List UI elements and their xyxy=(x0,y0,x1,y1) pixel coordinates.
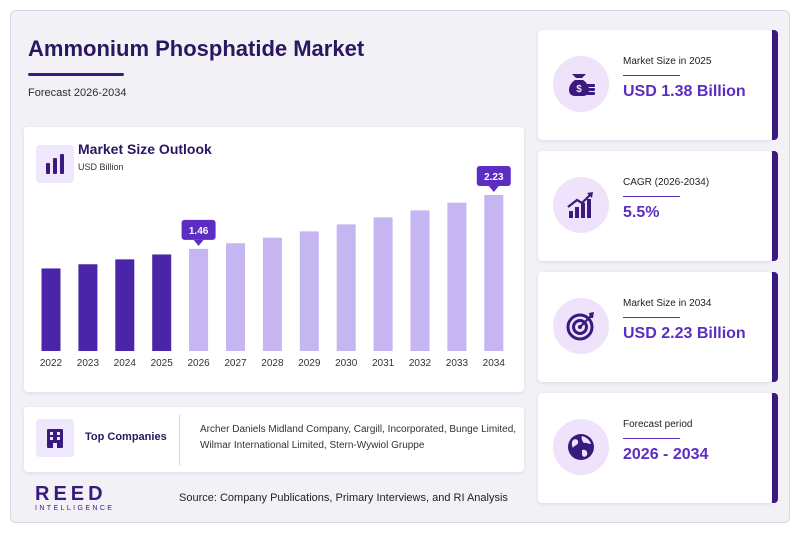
chart-title: Market Size Outlook xyxy=(78,141,212,157)
market-size-chart-card: Market Size Outlook USD Billion 2022 2023… xyxy=(24,127,524,392)
x-tick-label-2033: 2033 xyxy=(446,358,469,369)
x-tick-label-2032: 2032 xyxy=(409,358,432,369)
x-tick-label-2025: 2025 xyxy=(151,358,174,369)
x-tick-label-2027: 2027 xyxy=(224,358,247,369)
bar-2023 xyxy=(78,264,98,351)
card-accent-edge xyxy=(772,151,778,261)
top-companies-card: Top Companies Archer Daniels Midland Com… xyxy=(24,407,524,472)
stat-label: Forecast period xyxy=(623,419,693,430)
value-label: 1.46 xyxy=(189,226,209,237)
stat-rule xyxy=(623,75,680,76)
growth-chart-icon xyxy=(553,177,609,233)
stat-rule xyxy=(623,438,680,439)
bar-2027 xyxy=(226,243,245,351)
stat-value: USD 1.38 Billion xyxy=(623,83,746,100)
bar-chart: 2022 2023 2024 2025 2026 2027 2028 2029 2030 2031… xyxy=(40,166,511,369)
bar-2033 xyxy=(447,202,467,351)
card-accent-edge xyxy=(772,272,778,382)
stat-label: Market Size in 2034 xyxy=(623,298,712,309)
bar-2028 xyxy=(262,237,282,351)
x-tick-label-2022: 2022 xyxy=(40,358,63,369)
globe-icon xyxy=(553,419,609,475)
top-companies-list: Archer Daniels Midland Company, Cargill,… xyxy=(200,424,517,451)
bar-2022 xyxy=(41,268,61,351)
bar-2025 xyxy=(152,254,172,351)
companies-divider xyxy=(179,415,180,465)
title-underline xyxy=(28,73,124,76)
value-label: 2.23 xyxy=(484,172,504,183)
stat-rule xyxy=(623,196,680,197)
x-tick-label-2026: 2026 xyxy=(187,358,210,369)
bar-2034 xyxy=(484,195,504,351)
reed-intelligence-logo: REED INTELLIGENCE xyxy=(35,484,114,512)
stat-card-cagr: CAGR (2026-2034) 5.5% xyxy=(538,151,778,261)
value-callout-2034: 2.23 xyxy=(476,166,511,192)
bar-2030 xyxy=(336,224,356,351)
stat-card-market-size-2025: $ Market Size in 2025 USD 1.38 Billion xyxy=(538,30,778,140)
logo-tagline: INTELLIGENCE xyxy=(35,505,115,512)
x-tick-label-2028: 2028 xyxy=(261,358,284,369)
bar-2026 xyxy=(189,248,209,351)
x-tick-label-2031: 2031 xyxy=(372,358,395,369)
stat-card-market-size-2034: Market Size in 2034 USD 2.23 Billion xyxy=(538,272,778,382)
bar-2029 xyxy=(299,231,319,351)
x-tick-label-2030: 2030 xyxy=(335,358,358,369)
bar-2032 xyxy=(410,210,430,351)
bar-2024 xyxy=(115,259,135,351)
logo-wordmark: REED xyxy=(35,483,107,505)
stat-card-forecast-period: Forecast period 2026 - 2034 xyxy=(538,393,778,503)
stat-value: USD 2.23 Billion xyxy=(623,325,746,342)
x-tick-label-2024: 2024 xyxy=(114,358,137,369)
top-companies-title: Top Companies xyxy=(85,431,167,443)
building-icon xyxy=(36,419,74,457)
chart-unit-label: USD Billion xyxy=(78,162,124,172)
svg-text:$: $ xyxy=(576,84,582,95)
bar-2031 xyxy=(373,217,393,351)
stat-rule xyxy=(623,317,680,318)
stat-label: Market Size in 2025 xyxy=(623,56,712,67)
x-tick-label-2023: 2023 xyxy=(77,358,100,369)
source-note: Source: Company Publications, Primary In… xyxy=(179,492,508,504)
stat-value: 2026 - 2034 xyxy=(623,446,709,463)
card-accent-edge xyxy=(772,30,778,140)
page-subtitle: Forecast 2026-2034 xyxy=(28,87,127,99)
stat-value: 5.5% xyxy=(623,204,660,221)
target-icon xyxy=(553,298,609,354)
card-accent-edge xyxy=(772,393,778,503)
page-title: Ammonium Phosphatide Market xyxy=(28,36,365,61)
stat-label: CAGR (2026-2034) xyxy=(623,177,710,188)
bar-chart-icon xyxy=(36,145,74,183)
x-tick-label-2034: 2034 xyxy=(483,358,506,369)
value-callout-2026: 1.46 xyxy=(181,219,216,246)
x-tick-label-2029: 2029 xyxy=(298,358,321,369)
money-bag-icon: $ xyxy=(553,56,609,112)
